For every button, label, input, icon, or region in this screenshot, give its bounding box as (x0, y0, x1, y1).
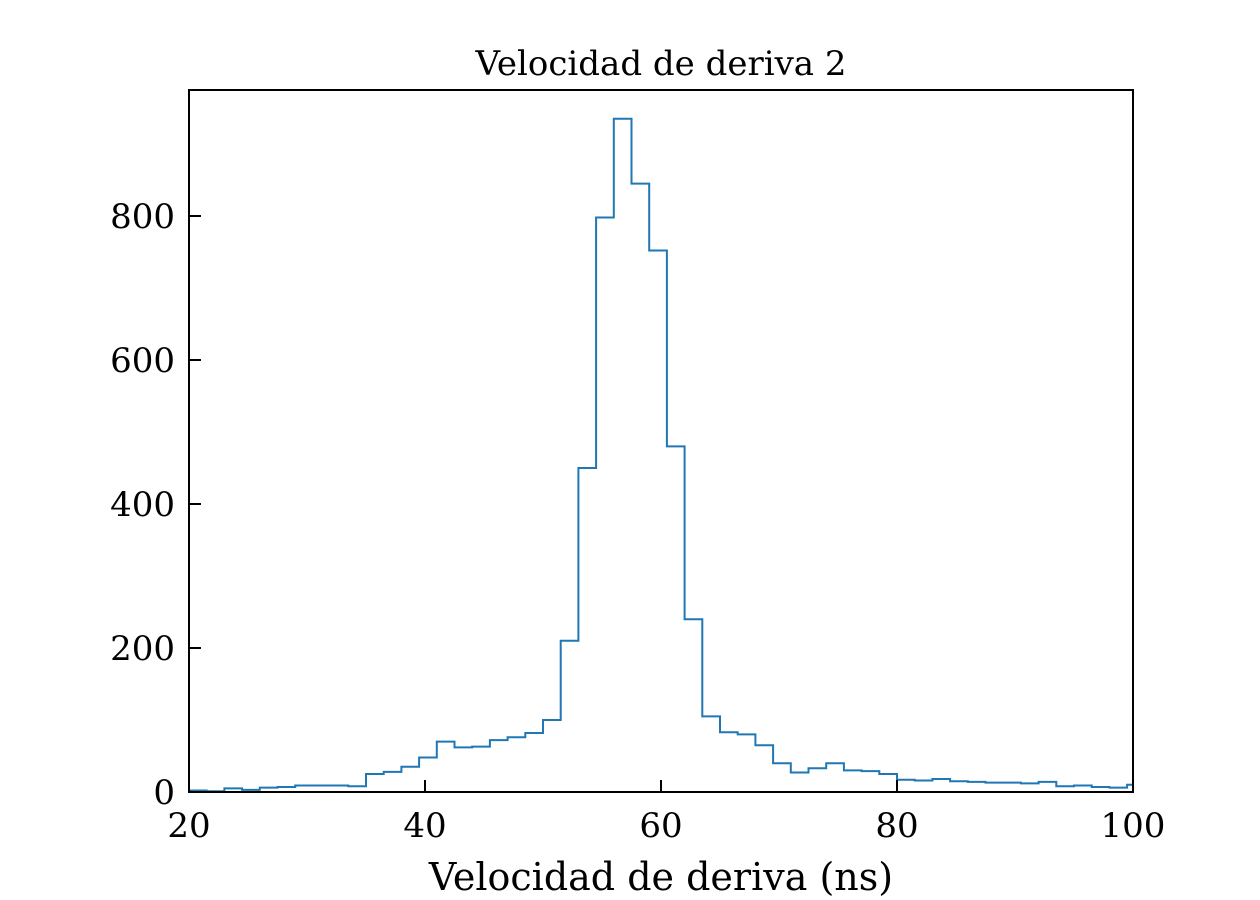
y-tick-label: 800 (110, 197, 175, 237)
x-tick-label: 60 (639, 806, 682, 846)
x-tick-label: 100 (1101, 806, 1166, 846)
x-tick-label: 80 (875, 806, 918, 846)
histogram-step-line (188, 117, 1134, 793)
chart-title: Velocidad de deriva 2 (474, 44, 846, 84)
y-tick-label: 200 (110, 629, 175, 669)
x-tick-label: 40 (403, 806, 446, 846)
y-tick-label: 400 (110, 485, 175, 525)
x-axis-label: Velocidad de deriva (ns) (428, 855, 893, 899)
y-tick-label: 0 (153, 773, 175, 813)
y-tick-label: 600 (110, 341, 175, 381)
x-tick-label: 20 (167, 806, 210, 846)
plot-area: 20 40 60 80 100 0 200 400 600 800 (110, 89, 1166, 846)
